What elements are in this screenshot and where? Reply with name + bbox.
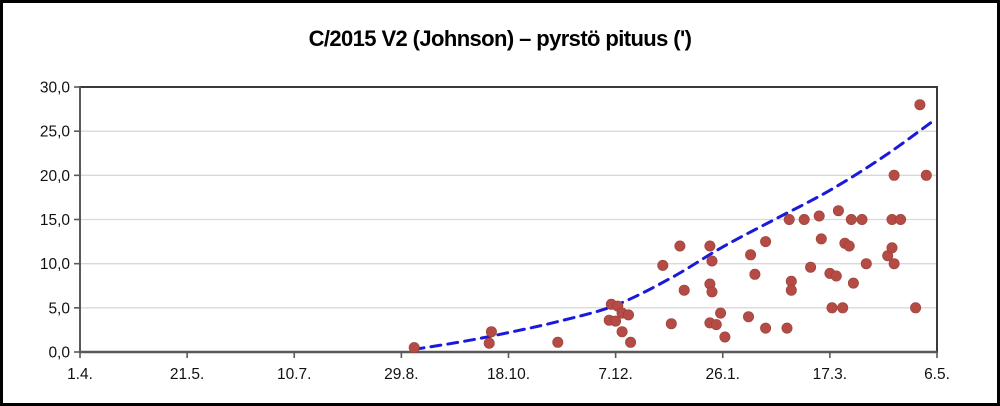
data-point	[483, 337, 495, 349]
x-tick-label: 18.10.	[487, 366, 530, 383]
data-point	[625, 336, 637, 348]
data-point	[860, 258, 872, 270]
data-point	[837, 302, 849, 314]
data-point	[485, 326, 497, 338]
x-tick-label: 17.3.	[813, 366, 847, 383]
x-tick-label: 26.1.	[706, 366, 740, 383]
data-point	[704, 240, 716, 252]
data-point	[888, 258, 900, 270]
data-point	[674, 240, 686, 252]
data-point	[813, 210, 825, 222]
y-tick-label: 25,0	[40, 124, 71, 141]
data-point	[760, 322, 772, 334]
data-point	[742, 311, 754, 323]
x-tick-label: 21.5.	[170, 366, 204, 383]
x-tick-label: 29.8.	[384, 366, 418, 383]
data-point	[706, 255, 718, 267]
data-point	[719, 331, 731, 343]
y-tick-label: 0,0	[48, 345, 70, 362]
data-point	[830, 270, 842, 282]
data-point	[657, 259, 669, 271]
data-point	[845, 214, 857, 226]
data-point	[616, 326, 628, 338]
data-point	[760, 236, 772, 248]
y-tick-label: 15,0	[40, 212, 71, 229]
chart-title: C/2015 V2 (Johnson) – pyrstö pituus (')	[308, 26, 692, 51]
data-point	[886, 242, 898, 254]
data-point	[781, 322, 793, 334]
data-point	[856, 214, 868, 226]
data-point	[910, 302, 922, 314]
data-point	[678, 284, 690, 296]
data-point	[798, 214, 810, 226]
data-point	[665, 318, 677, 330]
data-point	[920, 169, 932, 181]
data-point	[408, 342, 420, 354]
x-tick-label: 1.4.	[67, 366, 93, 383]
data-point	[552, 336, 564, 348]
y-tick-label: 20,0	[40, 168, 71, 185]
data-point	[815, 233, 827, 245]
data-point	[715, 307, 727, 319]
data-point	[888, 169, 900, 181]
x-tick-label: 10.7.	[277, 366, 311, 383]
data-point	[826, 302, 838, 314]
data-point	[847, 277, 859, 289]
x-tick-label: 6.5.	[924, 366, 950, 383]
data-point	[843, 240, 855, 252]
data-point	[832, 205, 844, 217]
y-tick-label: 5,0	[48, 300, 70, 317]
data-point	[914, 99, 926, 111]
data-point	[710, 319, 722, 331]
y-tick-label: 30,0	[40, 80, 71, 97]
data-point	[749, 268, 761, 280]
y-tick-label: 10,0	[40, 256, 71, 273]
data-point	[895, 214, 907, 226]
data-point	[805, 261, 817, 273]
data-point	[622, 309, 634, 321]
data-point	[610, 315, 622, 327]
data-point	[785, 284, 797, 296]
x-tick-label: 7.12.	[598, 366, 632, 383]
data-point	[706, 286, 718, 298]
data-point	[745, 249, 757, 261]
trend-line	[412, 118, 937, 351]
data-point	[783, 214, 795, 226]
